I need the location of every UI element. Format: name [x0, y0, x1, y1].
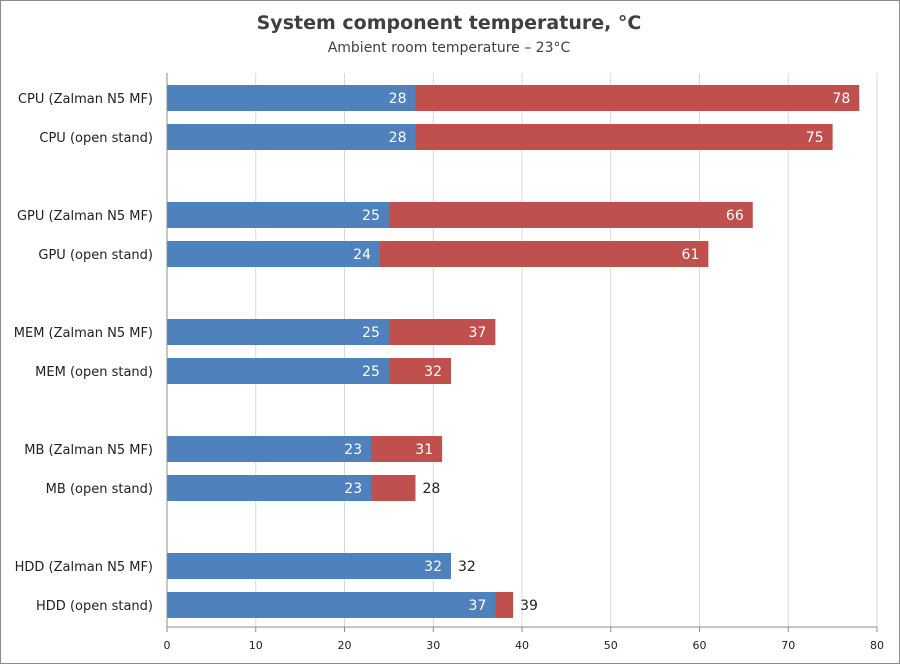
bar-min — [167, 475, 372, 501]
category-label: MEM (open stand) — [35, 365, 153, 380]
x-tick-label: 10 — [249, 639, 263, 652]
bar-min — [167, 85, 416, 111]
category-label: HDD (open stand) — [36, 599, 153, 614]
data-labels: CPU (Zalman N5 MF) 28 78 CPU (open stand) 28… — [14, 91, 850, 614]
bar-min — [167, 124, 416, 150]
data-label-min: 32 — [424, 559, 442, 575]
x-tick-label: 80 — [870, 639, 884, 652]
category-label: MEM (Zalman N5 MF) — [14, 326, 153, 341]
bar-min — [167, 592, 496, 618]
bar-min — [167, 241, 380, 267]
data-label-max: 37 — [469, 325, 487, 341]
category-label: HDD (Zalman N5 MF) — [15, 560, 153, 575]
category-label: MB (Zalman N5 MF) — [24, 443, 153, 458]
data-label-min: 25 — [362, 208, 380, 224]
data-label-max: 66 — [726, 208, 744, 224]
category-label: GPU (Zalman N5 MF) — [17, 209, 153, 224]
data-label-min: 25 — [362, 364, 380, 380]
data-label-max: 31 — [415, 442, 433, 458]
gridlines — [255, 73, 878, 627]
category-label: MB (open stand) — [46, 482, 153, 497]
data-label-min: 23 — [344, 481, 362, 497]
data-label-max: 28 — [423, 481, 441, 497]
data-label-min: 37 — [469, 598, 487, 614]
data-label-min: 28 — [389, 130, 407, 146]
bar-min — [167, 358, 389, 384]
category-label: CPU (open stand) — [39, 131, 153, 146]
category-label: CPU (Zalman N5 MF) — [18, 92, 153, 107]
category-label: GPU (open stand) — [38, 248, 153, 263]
data-label-max: 32 — [458, 559, 476, 575]
data-label-min: 24 — [353, 247, 371, 263]
x-tick-label: 60 — [693, 639, 707, 652]
x-tick-label: 70 — [781, 639, 795, 652]
bar-min — [167, 436, 372, 462]
data-label-min: 25 — [362, 325, 380, 341]
data-label-max: 61 — [682, 247, 700, 263]
data-label-max: 75 — [806, 130, 824, 146]
bar-min — [167, 553, 451, 579]
x-tick-label: 30 — [426, 639, 440, 652]
chart-subtitle: Ambient room temperature – 23°C — [327, 40, 571, 56]
bars — [167, 85, 860, 618]
data-label-max: 39 — [520, 598, 538, 614]
data-label-min: 23 — [344, 442, 362, 458]
bar-min — [167, 319, 389, 345]
chart-title: System component temperature, °C — [256, 12, 642, 34]
axes: 0 10 20 30 40 50 60 70 80 — [164, 73, 884, 652]
data-label-max: 32 — [424, 364, 442, 380]
x-tick-label: 40 — [515, 639, 529, 652]
data-label-min: 28 — [389, 91, 407, 107]
x-tick-label: 50 — [604, 639, 618, 652]
x-tick-label: 0 — [164, 639, 171, 652]
data-label-max: 78 — [832, 91, 850, 107]
x-tick-label: 20 — [338, 639, 352, 652]
bar-min — [167, 202, 389, 228]
